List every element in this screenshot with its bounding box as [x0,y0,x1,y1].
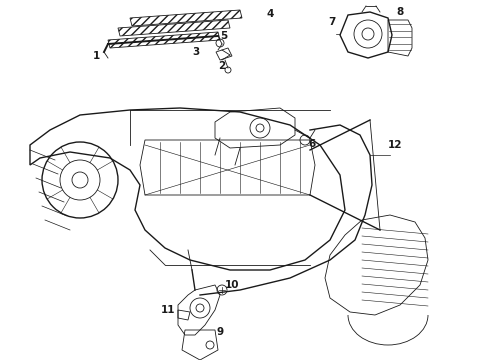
Text: 7: 7 [328,17,336,27]
Text: 8: 8 [396,7,404,17]
Text: 10: 10 [225,280,239,290]
Text: 11: 11 [161,305,175,315]
Text: 5: 5 [220,31,228,41]
Text: 9: 9 [217,327,223,337]
Text: 2: 2 [219,61,225,71]
Text: 6: 6 [308,139,316,149]
Text: 1: 1 [93,51,99,61]
Text: 3: 3 [193,47,199,57]
Text: 4: 4 [266,9,274,19]
Text: 12: 12 [388,140,402,150]
